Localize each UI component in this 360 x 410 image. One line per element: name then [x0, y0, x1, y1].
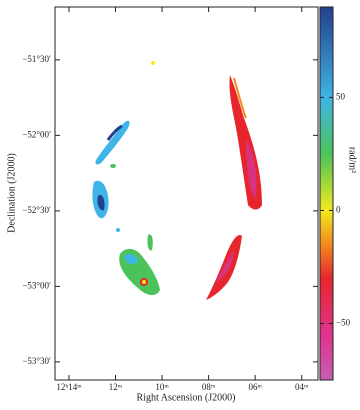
y-tick-label: −53°30′ [22, 356, 51, 366]
x-tick-label: 04ᵐ [295, 382, 309, 392]
blob [151, 61, 155, 65]
blob [116, 228, 120, 232]
map-image [92, 61, 262, 300]
x-tick-label: 10ᵐ [155, 382, 169, 392]
y-tick-label: −53°00′ [22, 280, 51, 290]
x-tick-label: 12ᵐ [109, 382, 123, 392]
x-tick-label: 06ᵐ [248, 382, 262, 392]
y-tick-label: −51°30′ [22, 54, 51, 64]
blob [229, 75, 262, 210]
blob [246, 140, 257, 198]
x-tick-label: 12ʰ14ᵐ [56, 382, 82, 392]
blob [147, 234, 153, 251]
plot-frame [54, 6, 319, 381]
blob [110, 164, 116, 168]
colorbar-label: rad/m² [347, 147, 358, 173]
x-axis-label: Right Ascension (J2000) [137, 392, 236, 403]
blob [124, 254, 138, 264]
blob [142, 280, 146, 284]
blob [97, 194, 105, 211]
blob [216, 250, 234, 282]
colorbar-tick-label: 50 [336, 91, 346, 101]
y-tick-label: −52°00′ [22, 129, 51, 139]
blob [106, 124, 123, 141]
colorbar-tick-label: −50 [336, 318, 351, 328]
y-axis-label: Declination (J2000) [6, 153, 17, 233]
colorbar [319, 6, 334, 381]
blob [233, 77, 247, 119]
x-tick-label: 08ᵐ [202, 382, 216, 392]
colorbar-tick-label: 0 [336, 205, 341, 215]
blob [95, 120, 130, 165]
y-tick-label: −52°30′ [22, 205, 51, 215]
